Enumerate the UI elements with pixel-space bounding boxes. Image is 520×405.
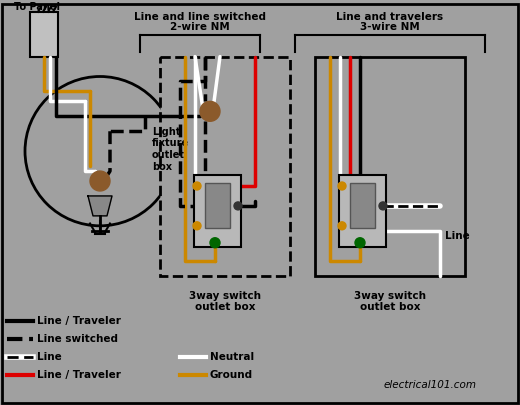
Text: 3way switch
outlet box: 3way switch outlet box	[354, 290, 426, 312]
FancyBboxPatch shape	[30, 12, 58, 57]
Text: Line: Line	[37, 352, 62, 362]
Text: Line / Traveler: Line / Traveler	[37, 316, 121, 326]
Text: Line and travelers: Line and travelers	[336, 12, 444, 22]
Circle shape	[355, 238, 365, 248]
Circle shape	[210, 238, 220, 248]
Circle shape	[193, 222, 201, 230]
Text: Line / Traveler: Line / Traveler	[37, 370, 121, 380]
Circle shape	[379, 202, 387, 210]
Circle shape	[200, 101, 220, 121]
FancyBboxPatch shape	[160, 57, 290, 275]
Text: 2-wire NM: 2-wire NM	[170, 22, 230, 32]
Text: Neutral: Neutral	[210, 352, 254, 362]
Circle shape	[234, 202, 242, 210]
Text: Light
fixture
outlet
box: Light fixture outlet box	[152, 127, 189, 172]
Text: 3way switch
outlet box: 3way switch outlet box	[189, 290, 261, 312]
FancyBboxPatch shape	[339, 175, 386, 247]
FancyBboxPatch shape	[204, 183, 229, 228]
FancyBboxPatch shape	[2, 4, 518, 403]
Text: 3-wire NM: 3-wire NM	[360, 22, 420, 32]
Text: Line and line switched: Line and line switched	[134, 12, 266, 22]
Circle shape	[25, 77, 175, 226]
Circle shape	[193, 182, 201, 190]
Text: Line: Line	[445, 231, 470, 241]
Text: Ground: Ground	[210, 370, 253, 380]
FancyBboxPatch shape	[349, 183, 374, 228]
Text: Line switched: Line switched	[37, 334, 118, 344]
Polygon shape	[88, 196, 112, 216]
Circle shape	[338, 182, 346, 190]
FancyBboxPatch shape	[315, 57, 465, 275]
Circle shape	[90, 171, 110, 191]
Text: To Panel: To Panel	[14, 2, 60, 12]
Text: electrical101.com: electrical101.com	[384, 380, 476, 390]
Circle shape	[338, 222, 346, 230]
FancyBboxPatch shape	[194, 175, 241, 247]
